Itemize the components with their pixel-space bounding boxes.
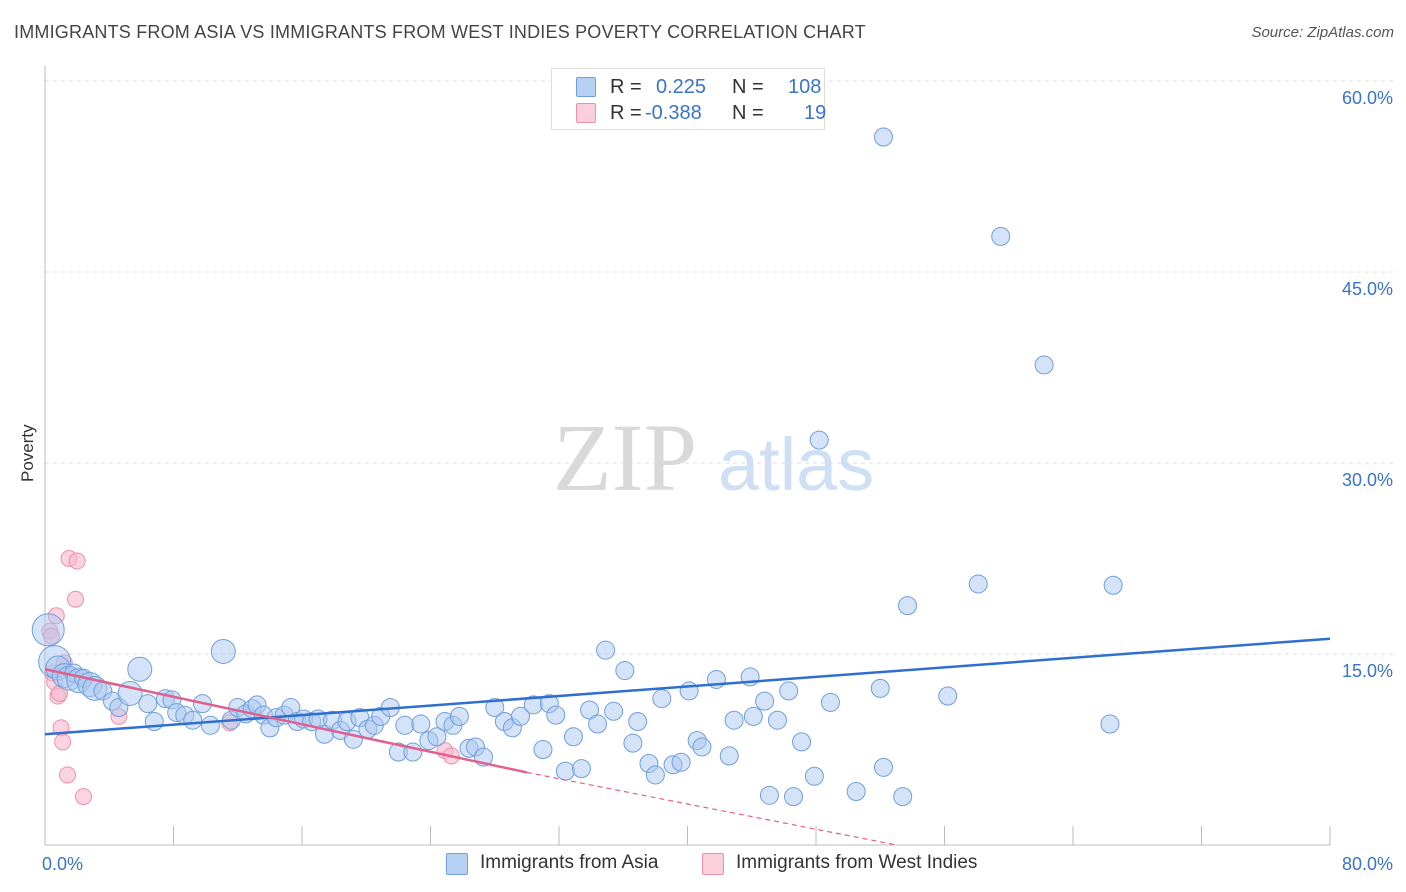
point-asia: [427, 727, 447, 747]
point-asia: [898, 596, 918, 616]
point-asia: [719, 746, 739, 766]
series-west-indies: [41, 550, 460, 806]
tick-labels: 15.0% 30.0% 45.0% 60.0% 0.0% 80.0%: [42, 88, 1393, 874]
legend-r-label: R =: [610, 102, 642, 124]
watermark: ZIP atlas: [553, 404, 874, 511]
point-asia: [555, 761, 575, 781]
point-asia: [596, 640, 616, 660]
point-asia: [809, 430, 829, 450]
correlation-legend: R = 0.225 N = 108 R = -0.388 N = 19: [551, 68, 827, 130]
point-asia: [804, 766, 824, 786]
point-asia: [870, 678, 890, 698]
legend-r-value: 0.225: [656, 76, 707, 98]
trend-line-asia: [44, 637, 1331, 736]
point-asia: [1100, 714, 1120, 734]
y-tick-label: 45.0%: [1342, 279, 1393, 299]
bottom-legend-swatch-west-indies: [702, 853, 724, 875]
watermark-atlas: atlas: [718, 423, 874, 506]
point-asia: [820, 692, 840, 712]
point-asia: [138, 694, 158, 714]
point-asia: [571, 759, 591, 779]
point-asia: [671, 752, 691, 772]
point-asia: [31, 613, 65, 647]
legend-swatch-west-indies: [576, 103, 596, 123]
trend-line-west-indies-extension: [526, 771, 897, 846]
point-asia: [411, 714, 431, 734]
point-asia: [784, 787, 804, 807]
gridlines: [45, 80, 1395, 655]
point-asia: [485, 697, 505, 717]
chart-title: IMMIGRANTS FROM ASIA VS IMMIGRANTS FROM …: [14, 22, 866, 42]
point-asia: [395, 715, 415, 735]
x-tick-label: 0.0%: [42, 854, 83, 874]
legend-r-label: R =: [610, 76, 642, 98]
point-asia: [792, 732, 812, 752]
point-asia: [183, 710, 203, 730]
point-west-indies: [54, 733, 72, 751]
point-asia: [588, 714, 608, 734]
point-asia: [652, 689, 672, 709]
legend-n-value: 19: [804, 102, 827, 124]
axes: [44, 66, 1331, 846]
source-credit: Source: ZipAtlas.com: [1251, 24, 1394, 41]
point-asia: [1103, 575, 1123, 595]
point-asia: [724, 710, 744, 730]
trend-line-west-indies: [44, 668, 528, 774]
point-asia: [628, 711, 648, 731]
point-asia: [759, 785, 779, 805]
y-tick-label: 15.0%: [1342, 661, 1393, 681]
point-asia: [692, 737, 712, 757]
point-asia: [533, 740, 553, 759]
point-asia: [755, 691, 775, 711]
legend-swatch-asia: [576, 77, 596, 97]
point-asia: [546, 705, 566, 725]
point-asia: [210, 638, 236, 664]
watermark-zip: ZIP: [553, 404, 697, 511]
x-tick-label: 80.0%: [1342, 854, 1393, 874]
point-west-indies: [75, 788, 93, 806]
point-asia: [679, 681, 699, 701]
point-asia: [623, 733, 643, 753]
point-asia: [200, 715, 220, 735]
point-asia: [604, 701, 624, 721]
y-tick-label: 30.0%: [1342, 470, 1393, 490]
legend-n-value: 108: [788, 76, 822, 98]
point-asia: [615, 661, 635, 681]
point-west-indies: [58, 766, 76, 784]
point-asia: [938, 686, 958, 706]
point-asia: [873, 127, 893, 147]
point-asia: [510, 706, 530, 726]
legend-n-label: N =: [732, 76, 764, 98]
point-asia: [893, 787, 913, 807]
y-tick-label: 60.0%: [1342, 88, 1393, 108]
point-west-indies: [67, 590, 85, 608]
point-asia: [1034, 355, 1054, 375]
point-asia: [449, 706, 469, 726]
point-asia: [645, 765, 665, 785]
bottom-legend-label-asia: Immigrants from Asia: [480, 852, 659, 873]
point-asia: [127, 656, 153, 682]
point-asia: [767, 710, 787, 730]
legend-n-label: N =: [732, 102, 764, 124]
bottom-legend-label-west-indies: Immigrants from West Indies: [736, 852, 978, 873]
point-asia: [743, 706, 763, 726]
point-asia: [779, 681, 799, 701]
point-asia: [991, 226, 1011, 246]
bottom-legend-swatch-asia: [446, 853, 468, 875]
point-asia: [846, 782, 866, 802]
point-asia: [968, 574, 988, 594]
legend-r-value: -0.388: [645, 102, 702, 124]
point-west-indies: [68, 552, 86, 570]
trend-lines: [44, 637, 1331, 846]
point-asia: [873, 757, 893, 777]
point-asia: [563, 727, 583, 747]
